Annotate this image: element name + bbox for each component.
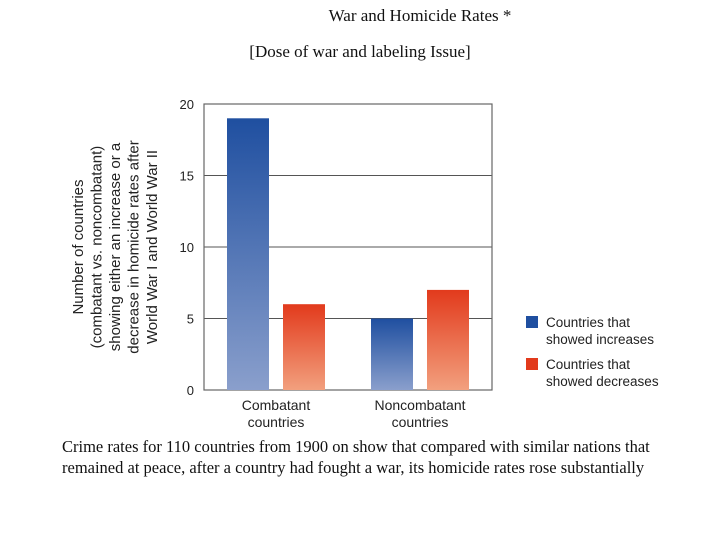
legend-label: showed decreases	[546, 374, 659, 389]
y-tick-label: 5	[187, 312, 194, 327]
bar	[227, 118, 269, 391]
y-tick-label: 20	[180, 97, 194, 112]
y-axis-label: Number of countries	[70, 179, 87, 314]
y-tick-label: 15	[180, 169, 194, 184]
x-tick-label: countries	[248, 414, 305, 430]
y-tick-label: 10	[180, 240, 194, 255]
legend-label: Countries that	[546, 315, 630, 330]
y-axis-label: World War I and World War II	[144, 150, 161, 344]
x-tick-label: Combatant	[242, 397, 311, 413]
x-tick-label: Noncombatant	[374, 397, 465, 413]
y-axis-label: (combatant vs. noncombatant)	[89, 146, 106, 349]
plot-frame	[203, 103, 493, 391]
y-tick-label: 0	[187, 383, 194, 398]
bar	[427, 289, 469, 390]
x-tick-label: countries	[392, 414, 449, 430]
slide-subtitle: [Dose of war and labeling Issue]	[249, 42, 471, 61]
legend-swatch	[526, 358, 538, 370]
legend-label: Countries that	[546, 357, 630, 372]
y-axis-label: decrease in homicide rates after	[126, 140, 143, 353]
legend-label: showed increases	[546, 332, 654, 347]
y-axis-label: showing either an increase or a	[107, 142, 124, 351]
bar	[283, 304, 325, 390]
bar	[371, 318, 413, 390]
legend-swatch	[526, 316, 538, 328]
slide-title: War and Homicide Rates *	[328, 6, 512, 25]
slide-caption: Crime rates for 110 countries from 1900 …	[62, 437, 650, 477]
